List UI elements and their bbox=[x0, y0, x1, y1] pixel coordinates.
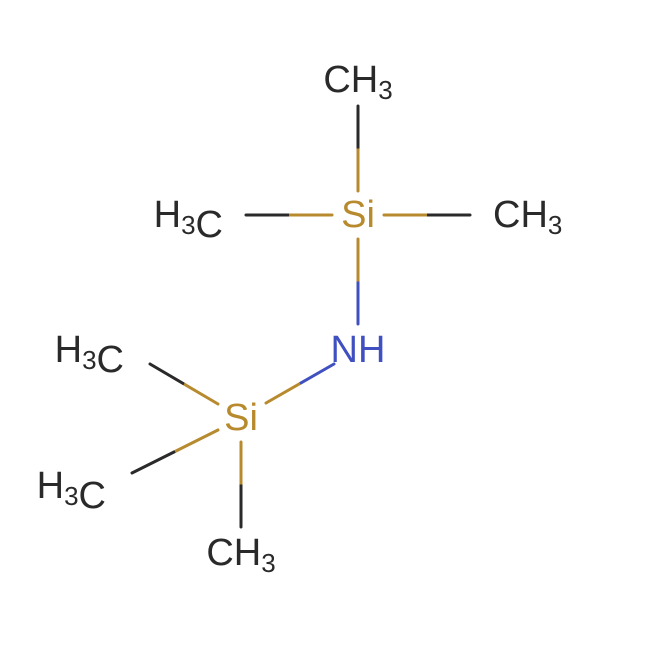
atom-C1: CH3 bbox=[323, 59, 392, 105]
molecule-diagram: NH Si Si CH3 H3C CH3 H3C H3C CH3 bbox=[0, 0, 650, 650]
bond-Si2-C5 bbox=[132, 430, 218, 473]
bond-Si2-C4 bbox=[150, 364, 218, 404]
atom-N: NH bbox=[331, 329, 386, 371]
atom-Si1: Si bbox=[341, 194, 375, 236]
atom-C5: H3C bbox=[37, 465, 106, 517]
atom-C4: H3C bbox=[55, 329, 124, 381]
atom-layer: NH Si Si CH3 H3C CH3 H3C H3C CH3 bbox=[37, 59, 563, 578]
bond-Si2-N bbox=[266, 364, 334, 403]
bond-layer bbox=[132, 106, 470, 527]
atom-C3: CH3 bbox=[493, 194, 562, 240]
atom-C2: H3C bbox=[154, 194, 223, 246]
atom-Si2: Si bbox=[224, 397, 258, 439]
atom-C6: CH3 bbox=[206, 532, 275, 578]
